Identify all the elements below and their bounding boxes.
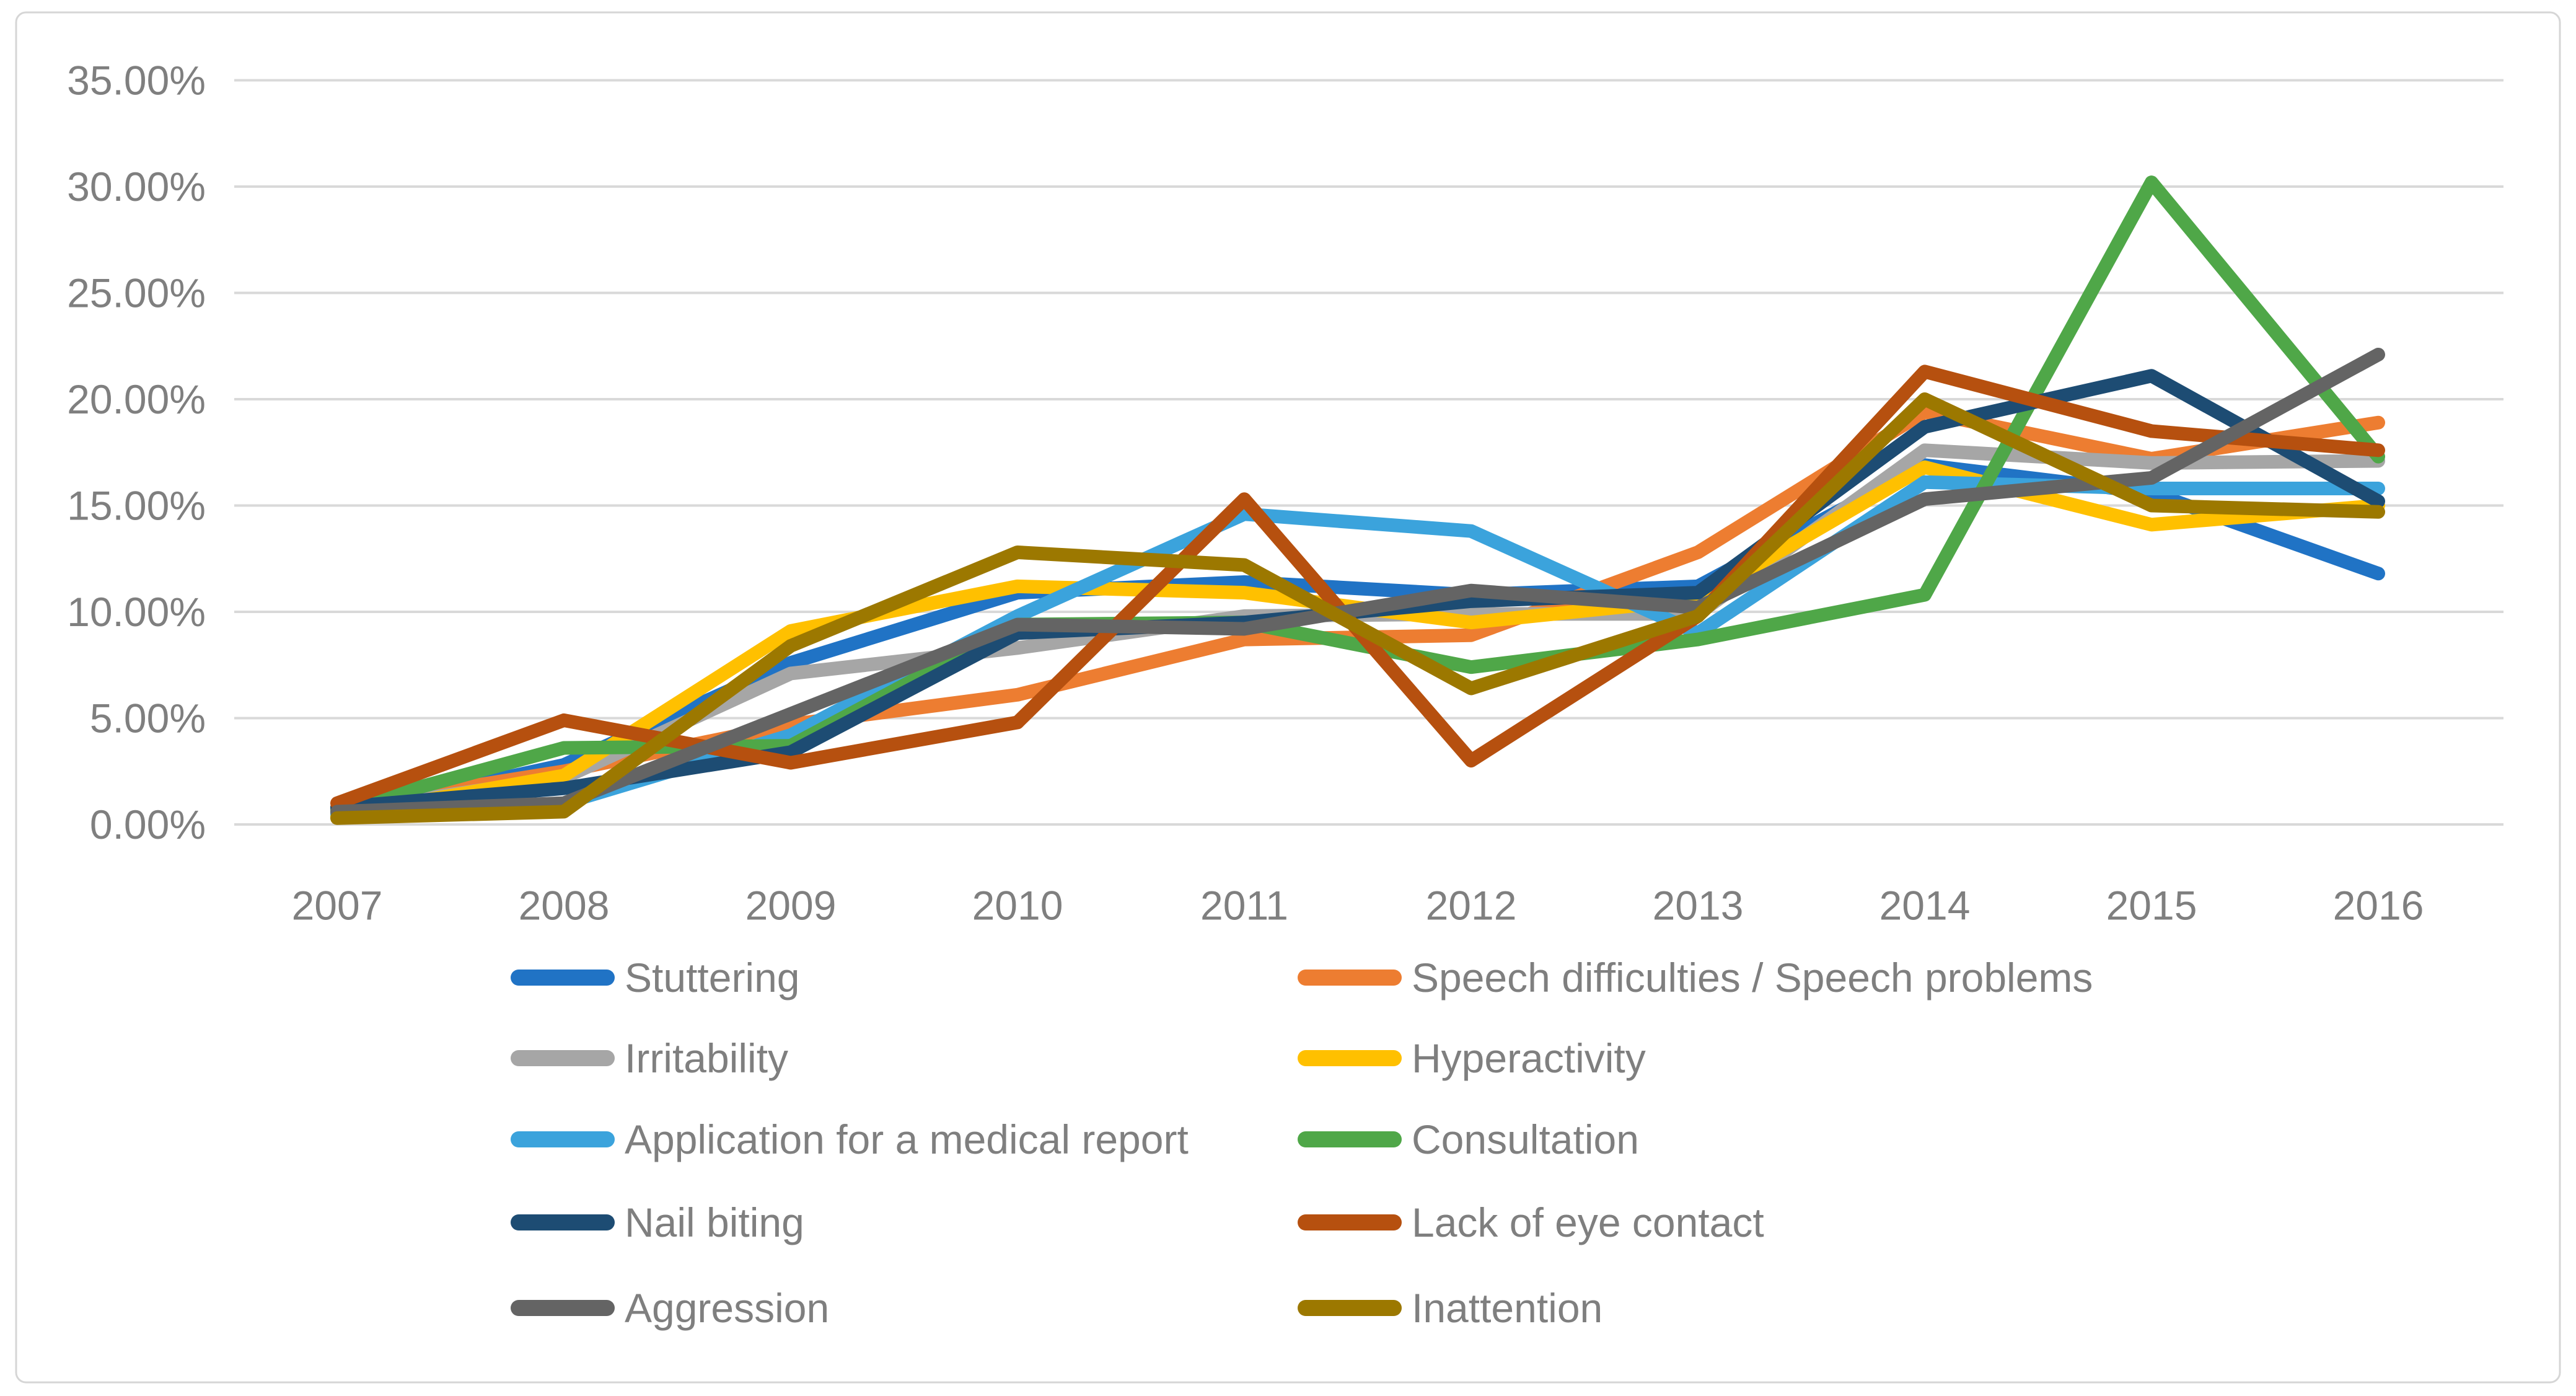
series-line-consultation [330, 175, 2385, 816]
x-axis-tick: 2009 [745, 883, 837, 929]
legend-item: Nail biting [511, 1201, 804, 1244]
x-axis-tick: 2016 [2333, 883, 2424, 929]
y-axis-tick: 20.00% [67, 376, 206, 422]
legend-item: Stuttering [511, 956, 800, 999]
x-axis-tick: 2007 [292, 883, 383, 929]
legend-item: Consultation [1298, 1118, 1639, 1161]
x-axis-tick: 2015 [2106, 883, 2197, 929]
legend-label: Irritability [625, 1035, 789, 1081]
legend-label: Consultation [1412, 1116, 1639, 1162]
y-axis-tick: 15.00% [67, 483, 206, 529]
y-axis-tick: 10.00% [67, 589, 206, 635]
legend-swatch-lack-of-eye-contact [1298, 1214, 1402, 1230]
legend-item: Lack of eye contact [1298, 1201, 1764, 1244]
x-axis-tick: 2011 [1200, 883, 1288, 929]
series-line-aggression [330, 347, 2385, 819]
legend-label: Speech difficulties / Speech problems [1412, 955, 2093, 1001]
y-axis-tick: 0.00% [90, 802, 206, 847]
legend-label: Aggression [625, 1285, 830, 1331]
legend-item: Application for a medical report [511, 1118, 1189, 1161]
legend-label: Stuttering [625, 955, 800, 1001]
chart-border [15, 11, 2561, 1384]
y-axis-tick: 30.00% [67, 164, 206, 210]
legend-item: Aggression [511, 1286, 829, 1330]
legend-swatch-application-medical-report [511, 1131, 615, 1147]
legend-swatch-nail-biting [511, 1214, 615, 1230]
x-axis-tick: 2010 [972, 883, 1063, 929]
legend-item: Irritability [511, 1036, 788, 1080]
legend-label: Inattention [1412, 1285, 1603, 1331]
x-axis-tick: 2014 [1879, 883, 1971, 929]
legend-label: Nail biting [625, 1199, 804, 1245]
legend-swatch-consultation [1298, 1131, 1402, 1147]
legend-swatch-hyperactivity [1298, 1050, 1402, 1066]
y-axis-tick: 5.00% [90, 696, 206, 741]
legend-item: Inattention [1298, 1286, 1602, 1330]
y-axis-tick: 35.00% [67, 58, 206, 104]
x-axis-tick: 2008 [519, 883, 610, 929]
legend-item: Speech difficulties / Speech problems [1298, 956, 2093, 999]
x-axis-tick: 2013 [1653, 883, 1744, 929]
legend-swatch-aggression [511, 1300, 615, 1316]
x-axis-tick: 2012 [1426, 883, 1517, 929]
series-line-inattention [330, 392, 2385, 825]
legend-swatch-inattention [1298, 1300, 1402, 1316]
legend-swatch-stuttering [511, 970, 615, 986]
legend-label: Lack of eye contact [1412, 1199, 1764, 1245]
legend-swatch-speech-difficulties [1298, 970, 1402, 986]
legend-item: Hyperactivity [1298, 1036, 1646, 1080]
legend-label: Application for a medical report [625, 1116, 1189, 1162]
legend-label: Hyperactivity [1412, 1035, 1646, 1081]
legend-swatch-irritability [511, 1050, 615, 1066]
y-axis-tick: 25.00% [67, 270, 206, 316]
